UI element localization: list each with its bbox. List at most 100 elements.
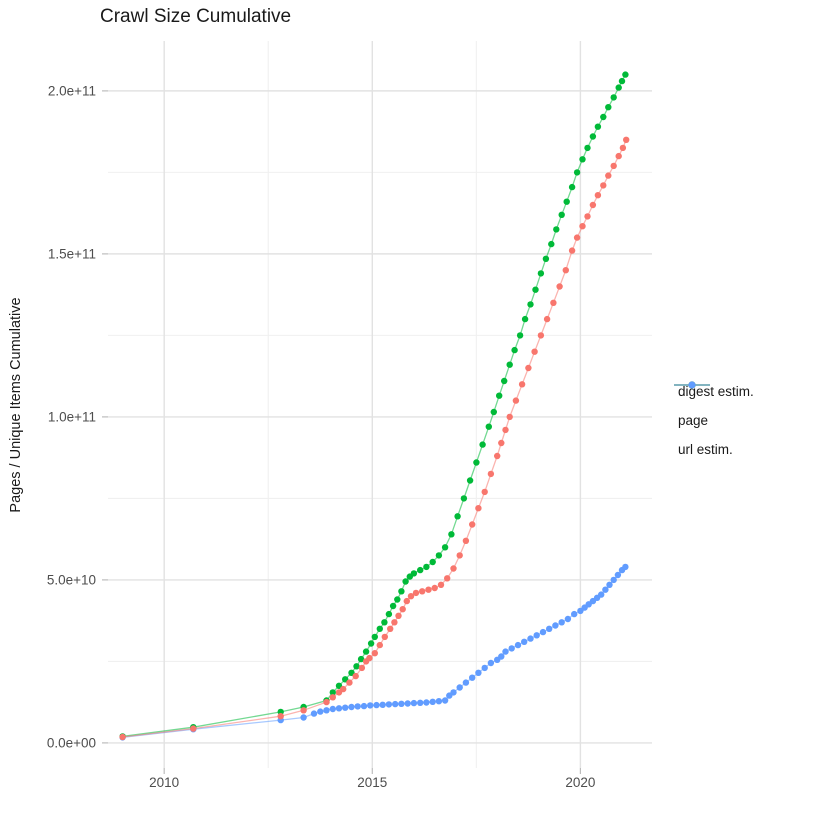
data-point — [456, 552, 463, 559]
data-point — [392, 700, 399, 708]
data-point — [498, 653, 505, 660]
data-point — [598, 591, 605, 598]
data-point — [496, 392, 503, 399]
data-point — [533, 632, 540, 639]
data-point — [417, 699, 424, 706]
x-tick-label: 2010 — [149, 775, 179, 790]
grid-major — [108, 41, 652, 768]
data-point — [605, 104, 612, 111]
data-point — [381, 619, 388, 626]
data-point — [521, 638, 528, 645]
data-point — [371, 633, 378, 641]
data-point — [527, 635, 534, 642]
data-point — [348, 703, 355, 711]
data-point — [385, 701, 393, 708]
legend-item-label: url estim. — [678, 442, 733, 457]
data-point — [323, 707, 330, 714]
data-point — [435, 698, 443, 705]
series-digest-estim — [119, 136, 630, 741]
data-point — [600, 113, 607, 121]
data-point — [300, 714, 307, 721]
data-point — [568, 183, 576, 191]
data-point — [469, 521, 476, 528]
data-point — [589, 201, 597, 209]
data-point — [579, 156, 586, 163]
series-page — [119, 71, 629, 740]
data-point — [618, 77, 626, 85]
data-point — [371, 650, 378, 657]
data-point — [190, 725, 197, 732]
data-point — [475, 505, 482, 512]
data-point — [437, 581, 445, 588]
y-tick-label: 0.0e+00 — [47, 735, 96, 750]
y-tick-label: 1.5e+11 — [48, 246, 96, 261]
data-point — [594, 123, 602, 130]
data-point — [615, 152, 622, 160]
data-point — [469, 674, 476, 681]
data-point — [450, 565, 457, 572]
data-point — [410, 699, 418, 707]
data-point — [329, 694, 336, 701]
x-tick-label: 2020 — [565, 775, 595, 790]
data-point — [417, 566, 424, 574]
data-point — [502, 648, 509, 655]
y-tick-label: 2.0e+11 — [48, 83, 96, 98]
data-point — [429, 558, 436, 566]
data-point — [516, 332, 524, 339]
data-point — [395, 612, 402, 619]
data-point — [441, 697, 449, 704]
data-point — [506, 361, 513, 368]
data-point — [431, 584, 438, 592]
data-point — [600, 182, 607, 189]
data-point — [419, 588, 426, 595]
data-point — [310, 710, 318, 717]
axis-ticks: 2010 2015 2020 0.0e+00 5.0e+10 1.0e+11 1.5e+11… — [47, 83, 596, 790]
data-point — [543, 315, 551, 323]
data-point — [412, 589, 420, 597]
data-point — [558, 619, 565, 626]
data-point — [514, 641, 522, 649]
legend-key-icon — [674, 381, 710, 389]
data-point — [594, 192, 602, 199]
data-point — [353, 663, 360, 670]
data-point — [441, 544, 449, 551]
data-point — [466, 477, 474, 484]
data-point — [399, 606, 406, 613]
data-point — [584, 144, 591, 152]
data-point — [387, 625, 394, 632]
data-point — [556, 283, 563, 290]
data-point — [462, 537, 470, 544]
data-point — [548, 240, 555, 248]
data-point — [571, 610, 578, 618]
data-point — [394, 596, 401, 603]
series-line — [122, 139, 627, 738]
data-point — [525, 364, 532, 372]
data-point — [487, 659, 495, 667]
legend: digest estim. page url estim. — [672, 377, 754, 464]
data-point — [485, 423, 492, 430]
data-point — [622, 71, 629, 78]
data-point — [473, 459, 480, 466]
legend-key-point — [688, 381, 696, 389]
x-tick-label: 2015 — [357, 775, 387, 790]
data-point — [362, 648, 370, 655]
data-point — [444, 575, 451, 582]
data-point — [358, 664, 366, 672]
data-point — [379, 701, 386, 708]
data-point — [521, 315, 529, 323]
data-point — [429, 698, 436, 705]
data-point — [462, 679, 470, 686]
y-axis-label: Pages / Unique Items Cumulative — [8, 297, 24, 513]
data-point — [460, 495, 468, 502]
data-point — [584, 213, 591, 220]
data-point — [498, 439, 505, 447]
data-point — [490, 408, 497, 416]
data-point — [487, 470, 495, 478]
data-point — [407, 593, 415, 600]
data-point — [425, 586, 432, 593]
data-point — [589, 133, 597, 140]
data-point — [398, 700, 405, 707]
data-point — [346, 679, 353, 686]
